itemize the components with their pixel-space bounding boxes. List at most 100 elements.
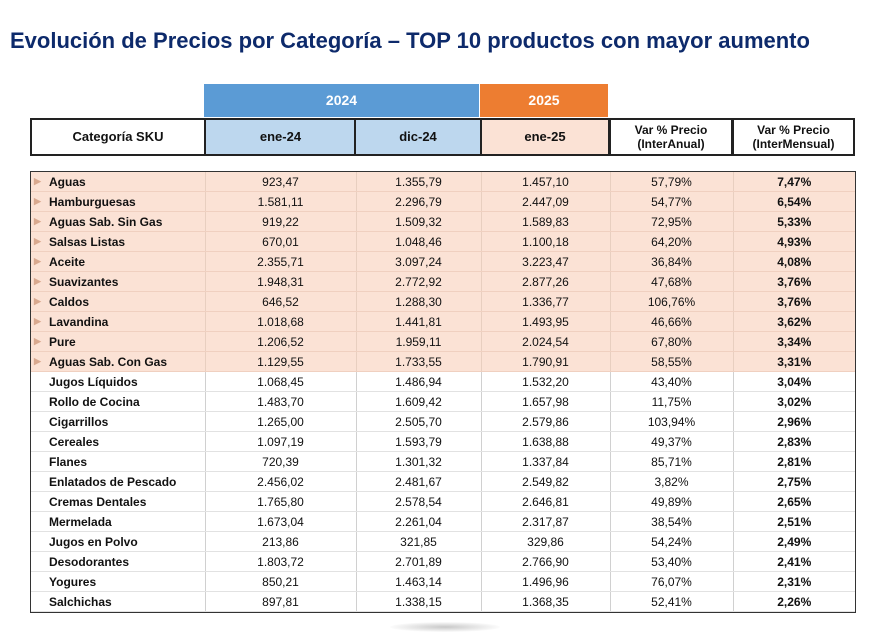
category-label: Rollo de Cocina bbox=[49, 394, 140, 409]
cell-var-intermensual: 2,51% bbox=[733, 511, 855, 532]
category-label: Suavizantes bbox=[49, 274, 119, 289]
category-label: Caldos bbox=[49, 294, 90, 309]
table-row: ▶ Hamburguesas 1.581,11 2.296,79 2.447,09 54,… bbox=[31, 191, 855, 212]
table-row: ▶Rollo de Cocina1.483,701.609,421.657,98… bbox=[31, 391, 855, 412]
cell-category: ▶ Aguas Sab. Con Gas bbox=[31, 351, 206, 372]
cell-dic-24: 1.609,42 bbox=[356, 391, 482, 412]
year-2024-header: 2024 bbox=[204, 84, 479, 117]
cell-dic-24: 1.486,94 bbox=[356, 371, 482, 392]
cell-category: ▶Enlatados de Pescado bbox=[31, 471, 206, 492]
column-header-category: Categoría SKU bbox=[30, 118, 206, 156]
cell-dic-24: 2.261,04 bbox=[356, 511, 482, 532]
cell-var-interanual: 43,40% bbox=[610, 371, 734, 392]
cell-category: ▶ Lavandina bbox=[31, 311, 206, 332]
row-marker-icon: ▶ bbox=[34, 256, 41, 266]
cell-category: ▶Jugos en Polvo bbox=[31, 531, 206, 552]
table-row: ▶Desodorantes1.803,722.701,892.766,9053,… bbox=[31, 551, 855, 572]
cell-var-interanual: 57,79% bbox=[610, 172, 734, 192]
cell-var-interanual: 11,75% bbox=[610, 391, 734, 412]
category-label: Desodorantes bbox=[49, 554, 130, 569]
row-marker-icon: ▶ bbox=[34, 336, 41, 346]
cell-ene-25: 2.024,54 bbox=[481, 331, 611, 352]
cell-ene-24: 720,39 bbox=[205, 451, 357, 472]
table-row: ▶ Aceite 2.355,71 3.097,24 3.223,47 36,84% 4,0… bbox=[31, 251, 855, 272]
cell-dic-24: 1.441,81 bbox=[356, 311, 482, 332]
cell-ene-25: 1.589,83 bbox=[481, 211, 611, 232]
year-header-row: 2024 2025 bbox=[0, 84, 888, 117]
table-row: ▶Jugos en Polvo213,86321,85329,8654,24%2… bbox=[31, 531, 855, 552]
cell-category: ▶Yogures bbox=[31, 571, 206, 592]
category-label: Pure bbox=[49, 334, 76, 349]
category-label: Hamburguesas bbox=[49, 194, 136, 209]
category-label: Enlatados de Pescado bbox=[49, 474, 177, 489]
cell-ene-24: 1.483,70 bbox=[205, 391, 357, 412]
category-label: Salsas Listas bbox=[49, 234, 126, 249]
cell-var-interanual: 3,82% bbox=[610, 471, 734, 492]
row-marker-icon: ▶ bbox=[34, 356, 41, 366]
cell-category: ▶ Pure bbox=[31, 331, 206, 352]
cell-dic-24: 2.578,54 bbox=[356, 491, 482, 512]
category-label: Yogures bbox=[49, 574, 97, 589]
cell-ene-25: 3.223,47 bbox=[481, 251, 611, 272]
cell-var-interanual: 64,20% bbox=[610, 231, 734, 252]
scroll-shadow bbox=[390, 622, 500, 632]
cell-ene-25: 1.790,91 bbox=[481, 351, 611, 372]
cell-ene-24: 1.097,19 bbox=[205, 431, 357, 452]
cell-var-interanual: 52,41% bbox=[610, 591, 734, 612]
cell-dic-24: 1.048,46 bbox=[356, 231, 482, 252]
category-label: Jugos Líquidos bbox=[49, 374, 138, 389]
cell-var-interanual: 54,77% bbox=[610, 191, 734, 212]
cell-ene-24: 2.456,02 bbox=[205, 471, 357, 492]
cell-category: ▶ Hamburguesas bbox=[31, 191, 206, 212]
category-label: Cigarrillos bbox=[49, 414, 109, 429]
cell-category: ▶Desodorantes bbox=[31, 551, 206, 572]
table-row: ▶Yogures850,211.463,141.496,9676,07%2,31… bbox=[31, 571, 855, 592]
cell-var-intermensual: 4,93% bbox=[733, 231, 855, 252]
table-row: ▶Salchichas897,811.338,151.368,3552,41%2… bbox=[31, 591, 855, 612]
cell-ene-25: 1.657,98 bbox=[481, 391, 611, 412]
table-row: ▶ Pure 1.206,52 1.959,11 2.024,54 67,80% 3,34% bbox=[31, 331, 855, 352]
cell-ene-24: 1.948,31 bbox=[205, 271, 357, 292]
cell-ene-25: 1.337,84 bbox=[481, 451, 611, 472]
cell-dic-24: 1.733,55 bbox=[356, 351, 482, 372]
table-row: ▶Cigarrillos1.265,002.505,702.579,86103,… bbox=[31, 411, 855, 432]
cell-ene-24: 1.673,04 bbox=[205, 511, 357, 532]
cell-var-interanual: 67,80% bbox=[610, 331, 734, 352]
cell-ene-25: 1.638,88 bbox=[481, 431, 611, 452]
cell-var-intermensual: 3,02% bbox=[733, 391, 855, 412]
cell-var-intermensual: 6,54% bbox=[733, 191, 855, 212]
category-label: Jugos en Polvo bbox=[49, 534, 138, 549]
cell-var-intermensual: 2,31% bbox=[733, 571, 855, 592]
cell-ene-24: 1.265,00 bbox=[205, 411, 357, 432]
cell-ene-25: 2.317,87 bbox=[481, 511, 611, 532]
cell-ene-24: 1.581,11 bbox=[205, 191, 357, 212]
cell-var-intermensual: 2,83% bbox=[733, 431, 855, 452]
cell-ene-25: 2.877,26 bbox=[481, 271, 611, 292]
cell-category: ▶Flanes bbox=[31, 451, 206, 472]
cell-ene-24: 1.018,68 bbox=[205, 311, 357, 332]
cell-category: ▶ Caldos bbox=[31, 291, 206, 312]
cell-var-intermensual: 2,26% bbox=[733, 591, 855, 612]
cell-ene-24: 1.068,45 bbox=[205, 371, 357, 392]
row-marker-icon: ▶ bbox=[34, 176, 41, 186]
column-header-dic-24: dic-24 bbox=[354, 118, 482, 156]
cell-var-interanual: 103,94% bbox=[610, 411, 734, 432]
cell-ene-24: 850,21 bbox=[205, 571, 357, 592]
cell-var-intermensual: 2,81% bbox=[733, 451, 855, 472]
cell-ene-24: 646,52 bbox=[205, 291, 357, 312]
table-row: ▶ Lavandina 1.018,68 1.441,81 1.493,95 46,66%… bbox=[31, 311, 855, 332]
cell-var-intermensual: 3,76% bbox=[733, 291, 855, 312]
cell-ene-25: 329,86 bbox=[481, 531, 611, 552]
cell-ene-25: 1.493,95 bbox=[481, 311, 611, 332]
cell-var-interanual: 38,54% bbox=[610, 511, 734, 532]
cell-ene-24: 1.206,52 bbox=[205, 331, 357, 352]
page-title: Evolución de Precios por Categoría – TOP… bbox=[10, 28, 810, 53]
cell-var-intermensual: 3,04% bbox=[733, 371, 855, 392]
cell-var-interanual: 49,89% bbox=[610, 491, 734, 512]
cell-ene-25: 1.368,35 bbox=[481, 591, 611, 612]
cell-dic-24: 1.355,79 bbox=[356, 172, 482, 192]
cell-category: ▶Cremas Dentales bbox=[31, 491, 206, 512]
table-row: ▶Cremas Dentales1.765,802.578,542.646,81… bbox=[31, 491, 855, 512]
table-row: ▶ Aguas Sab. Sin Gas 919,22 1.509,32 1.589,8… bbox=[31, 211, 855, 232]
cell-dic-24: 2.772,92 bbox=[356, 271, 482, 292]
